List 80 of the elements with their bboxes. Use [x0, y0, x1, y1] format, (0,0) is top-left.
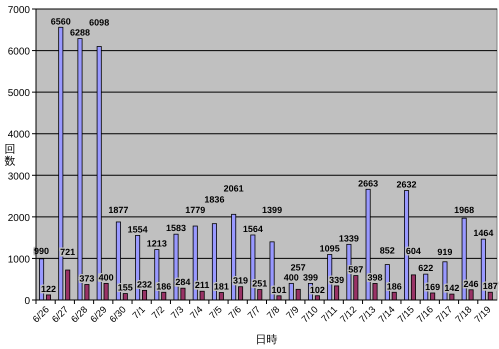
- x-tick-label: 7/10: [300, 304, 321, 326]
- data-label: 1877: [108, 204, 128, 215]
- x-tick-label: 7/8: [265, 304, 282, 322]
- data-label: 101: [271, 284, 286, 295]
- data-label: 1399: [262, 204, 282, 215]
- data-label: 604: [406, 246, 421, 256]
- y-tick-label: 1000: [8, 254, 30, 266]
- data-label: 2061: [224, 183, 244, 194]
- data-label: 1836: [204, 194, 224, 205]
- data-label: 852: [380, 246, 395, 256]
- data-label: 622: [418, 263, 434, 274]
- data-label: 319: [233, 276, 248, 286]
- data-label: 186: [156, 281, 172, 292]
- x-tick-label: 6/26: [30, 304, 52, 326]
- data-label: 257: [290, 262, 306, 272]
- x-tick-label: 7/3: [169, 304, 186, 322]
- data-label: 122: [40, 284, 56, 294]
- x-tick-label: 7/9: [284, 304, 302, 322]
- data-label: 373: [79, 274, 94, 284]
- y-tick-label: 7000: [8, 5, 30, 16]
- data-label: 102: [310, 284, 325, 295]
- x-axis-title: 日時: [256, 333, 278, 346]
- data-label: 1095: [320, 243, 340, 254]
- x-tick-label: 7/11: [319, 304, 340, 325]
- x-tick-label: 7/4: [188, 304, 206, 322]
- y-tick-label: 0: [24, 296, 30, 307]
- y-axis-title: 回数: [4, 144, 16, 168]
- data-label: 1583: [166, 223, 186, 234]
- data-label: 1339: [338, 233, 359, 244]
- data-label: 919: [437, 246, 452, 257]
- data-label: 721: [60, 247, 76, 258]
- data-label: 1564: [242, 224, 263, 234]
- data-label: 1464: [473, 228, 494, 238]
- x-tick-label: 7/14: [376, 304, 398, 326]
- y-tick-label: 6000: [8, 46, 30, 58]
- data-label: 400: [284, 272, 299, 282]
- data-label: 155: [118, 282, 133, 293]
- data-label: 186: [386, 281, 402, 292]
- data-label: 6098: [89, 18, 110, 28]
- data-label: 187: [482, 281, 498, 292]
- y-tick-label: 4000: [8, 130, 30, 141]
- data-label: 1779: [185, 205, 206, 216]
- data-label: 246: [464, 278, 479, 289]
- data-label: 142: [444, 283, 460, 294]
- x-tick-label: 7/5: [207, 304, 225, 322]
- data-label: 399: [302, 272, 318, 282]
- y-tick-label: 5000: [8, 88, 30, 100]
- data-label: 169: [425, 282, 440, 292]
- x-tick-label: 7/16: [415, 304, 436, 326]
- data-label: 181: [214, 281, 229, 292]
- x-tick-label: 7/18: [453, 304, 474, 326]
- x-tick-label: 7/17: [434, 304, 456, 326]
- x-tick-label: 7/19: [472, 304, 494, 326]
- y-tick-label: 2000: [8, 212, 30, 224]
- data-label: 211: [194, 280, 210, 290]
- x-tick-label: 7/12: [338, 304, 360, 326]
- data-label: 1968: [454, 205, 474, 216]
- x-tick-label: 6/29: [88, 304, 110, 326]
- x-tick-label: 7/2: [150, 304, 167, 322]
- data-label: 1554: [128, 224, 148, 234]
- data-label: 398: [368, 272, 383, 282]
- data-label: 400: [98, 272, 114, 282]
- x-tick-label: 6/30: [108, 304, 129, 326]
- x-tick-label: 7/7: [246, 304, 264, 322]
- y-tick-label: 3000: [8, 171, 30, 182]
- data-label: 232: [137, 279, 152, 290]
- x-tick-label: 7/13: [357, 304, 378, 326]
- data-label: 587: [348, 264, 364, 275]
- x-tick-label: 7/15: [396, 304, 417, 326]
- x-tick-label: 7/6: [226, 304, 244, 322]
- x-tick-label: 7/1: [130, 304, 148, 322]
- data-label: 1213: [146, 238, 167, 249]
- data-label: 251: [252, 278, 268, 289]
- data-label: 6560: [50, 16, 71, 26]
- data-label: 2663: [358, 178, 378, 188]
- x-tick-label: 6/28: [69, 304, 90, 326]
- data-label: 2632: [396, 180, 417, 190]
- data-label: 6288: [70, 28, 90, 38]
- data-label: 284: [175, 277, 190, 288]
- data-label: 339: [329, 274, 344, 285]
